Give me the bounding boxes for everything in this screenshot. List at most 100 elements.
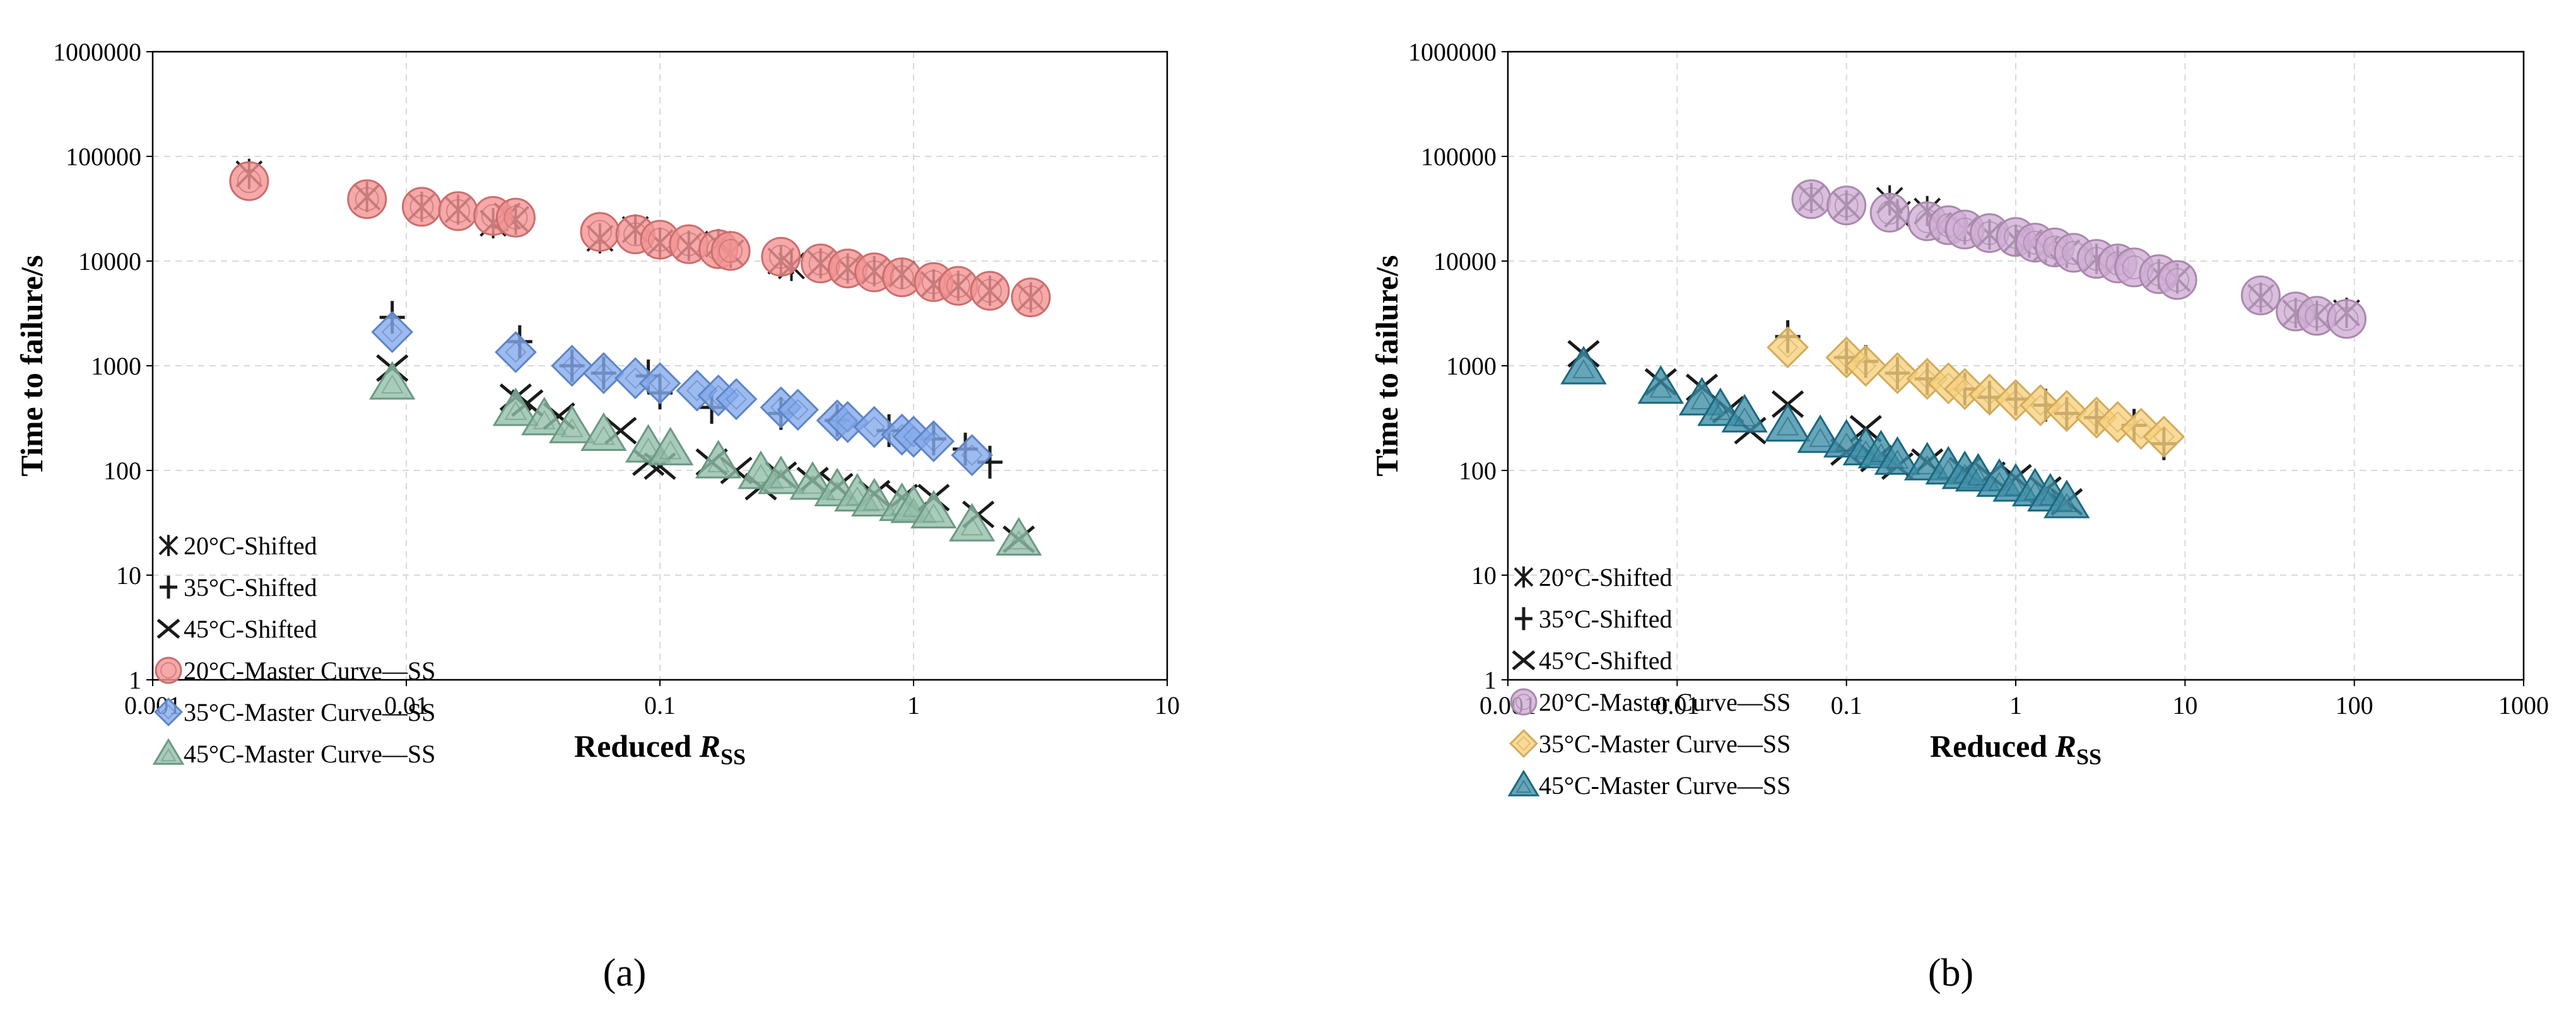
data-point bbox=[1764, 403, 1811, 442]
data-point bbox=[1797, 414, 1844, 453]
x-tick-label: 1 bbox=[2009, 691, 2022, 720]
y-tick-label: 1 bbox=[1484, 666, 1497, 694]
data-point bbox=[853, 405, 896, 448]
data-point bbox=[1826, 185, 1867, 226]
data-point bbox=[1968, 373, 2011, 416]
data-point bbox=[495, 197, 536, 238]
data-point bbox=[614, 357, 657, 400]
data-point bbox=[826, 400, 869, 443]
data-point bbox=[229, 161, 269, 201]
data-point bbox=[1697, 387, 1744, 426]
data-point bbox=[910, 489, 957, 528]
x-axis-title-var: R bbox=[699, 728, 720, 764]
x-tick-label: 10 bbox=[2172, 691, 2197, 720]
y-tick-label: 100000 bbox=[1421, 143, 1497, 171]
x-tick-label: 0.01 bbox=[1655, 691, 1699, 720]
x-axis-title-text: Reduced bbox=[1930, 728, 2056, 764]
data-point bbox=[912, 420, 955, 463]
data-point bbox=[851, 477, 898, 516]
series-triangle bbox=[1560, 346, 2090, 518]
legend-marker bbox=[154, 697, 183, 726]
data-point bbox=[2097, 400, 2139, 443]
data-point bbox=[1011, 277, 1051, 318]
data-point bbox=[1560, 346, 1607, 385]
legend-marker bbox=[155, 656, 182, 684]
data-point bbox=[695, 440, 742, 479]
gridlines bbox=[1508, 52, 2524, 680]
legend-marker bbox=[1510, 688, 1538, 716]
data-point bbox=[580, 412, 627, 451]
y-tick-label: 100000 bbox=[66, 143, 141, 171]
series-circle bbox=[1791, 179, 2367, 339]
data-point bbox=[1844, 344, 1887, 387]
data-point bbox=[1767, 326, 1809, 369]
data-point bbox=[521, 397, 568, 436]
data-point bbox=[948, 503, 996, 542]
legend-label: 45°C-Master Curve—SS bbox=[184, 740, 435, 768]
legend-marker bbox=[1512, 650, 1536, 670]
gridlines bbox=[153, 52, 1167, 680]
x-axis-title-sub: SS bbox=[720, 744, 746, 769]
legend-label: 20°C-Master Curve—SS bbox=[1539, 688, 1791, 716]
data-point bbox=[996, 516, 1042, 556]
legend-label: 20°C-Shifted bbox=[184, 532, 317, 560]
data-point bbox=[2019, 384, 2062, 426]
y-tick-label: 10 bbox=[1471, 561, 1497, 590]
data-point bbox=[2240, 275, 2281, 315]
y-tick-label: 1000 bbox=[91, 352, 141, 380]
y-tick-label: 1000000 bbox=[1408, 38, 1497, 66]
legend-label: 45°C-Shifted bbox=[1539, 646, 1673, 675]
legend-label: 35°C-Master Curve—SS bbox=[184, 698, 435, 726]
chart-panel-a: 0.001 0.01 0.1 1 101101001000100001000001000… bbox=[14, 38, 1180, 769]
data-point bbox=[401, 187, 442, 227]
legend-marker bbox=[158, 535, 179, 556]
legend-label: 45°C-Shifted bbox=[184, 615, 317, 643]
y-tick-label: 10 bbox=[116, 561, 141, 590]
data-point bbox=[580, 212, 620, 252]
legend-marker bbox=[156, 619, 180, 639]
legend-marker bbox=[1509, 729, 1538, 758]
data-point bbox=[371, 311, 414, 353]
data-point bbox=[492, 387, 539, 426]
y-tick-label: 1 bbox=[129, 666, 141, 694]
legend-label: 35°C-Shifted bbox=[1539, 605, 1673, 633]
series-circle bbox=[229, 161, 1051, 318]
y-tick-label: 1000000 bbox=[53, 38, 141, 66]
legend-label: 35°C-Shifted bbox=[184, 573, 317, 602]
data-point bbox=[2045, 390, 2088, 432]
data-point bbox=[2157, 260, 2197, 300]
x-axis-title-text: Reduced bbox=[574, 728, 700, 764]
data-point bbox=[1874, 436, 1921, 475]
legend-marker bbox=[1515, 607, 1532, 631]
data-point bbox=[1721, 394, 1768, 433]
data-point bbox=[710, 231, 751, 271]
data-point bbox=[789, 461, 836, 500]
data-point bbox=[777, 388, 820, 431]
y-axis-title: Time to failure/s bbox=[1369, 255, 1404, 477]
x-axis-title-sub: SS bbox=[2076, 744, 2102, 769]
x-tick-label: 0.01 bbox=[384, 691, 428, 720]
data-point bbox=[347, 179, 387, 219]
x-tick-label: 1000 bbox=[2498, 691, 2549, 720]
data-point bbox=[758, 455, 804, 494]
series-triangle bbox=[369, 361, 1042, 556]
data-point bbox=[438, 191, 478, 231]
data-point bbox=[761, 236, 801, 277]
data-point bbox=[1943, 368, 1986, 411]
legend-marker bbox=[1514, 566, 1534, 588]
data-point bbox=[1994, 379, 2037, 421]
data-point bbox=[2044, 479, 2090, 518]
data-point bbox=[647, 426, 694, 465]
data-point bbox=[2326, 299, 2367, 339]
data-point bbox=[1876, 352, 1919, 395]
legend-marker bbox=[152, 738, 185, 765]
x-tick-label: 0.1 bbox=[1831, 691, 1862, 720]
data-point bbox=[582, 352, 625, 395]
data-point bbox=[638, 362, 681, 405]
legend-label: 35°C-Master Curve—SS bbox=[1539, 730, 1791, 758]
legend: 20°C-Shifted 35°C-Shifted 45°C-Shifted 20°C… bbox=[152, 532, 435, 768]
y-axis-title: Time to failure/s bbox=[14, 255, 49, 477]
data-point bbox=[1791, 179, 1832, 219]
y-tick-label: 10000 bbox=[78, 247, 141, 276]
